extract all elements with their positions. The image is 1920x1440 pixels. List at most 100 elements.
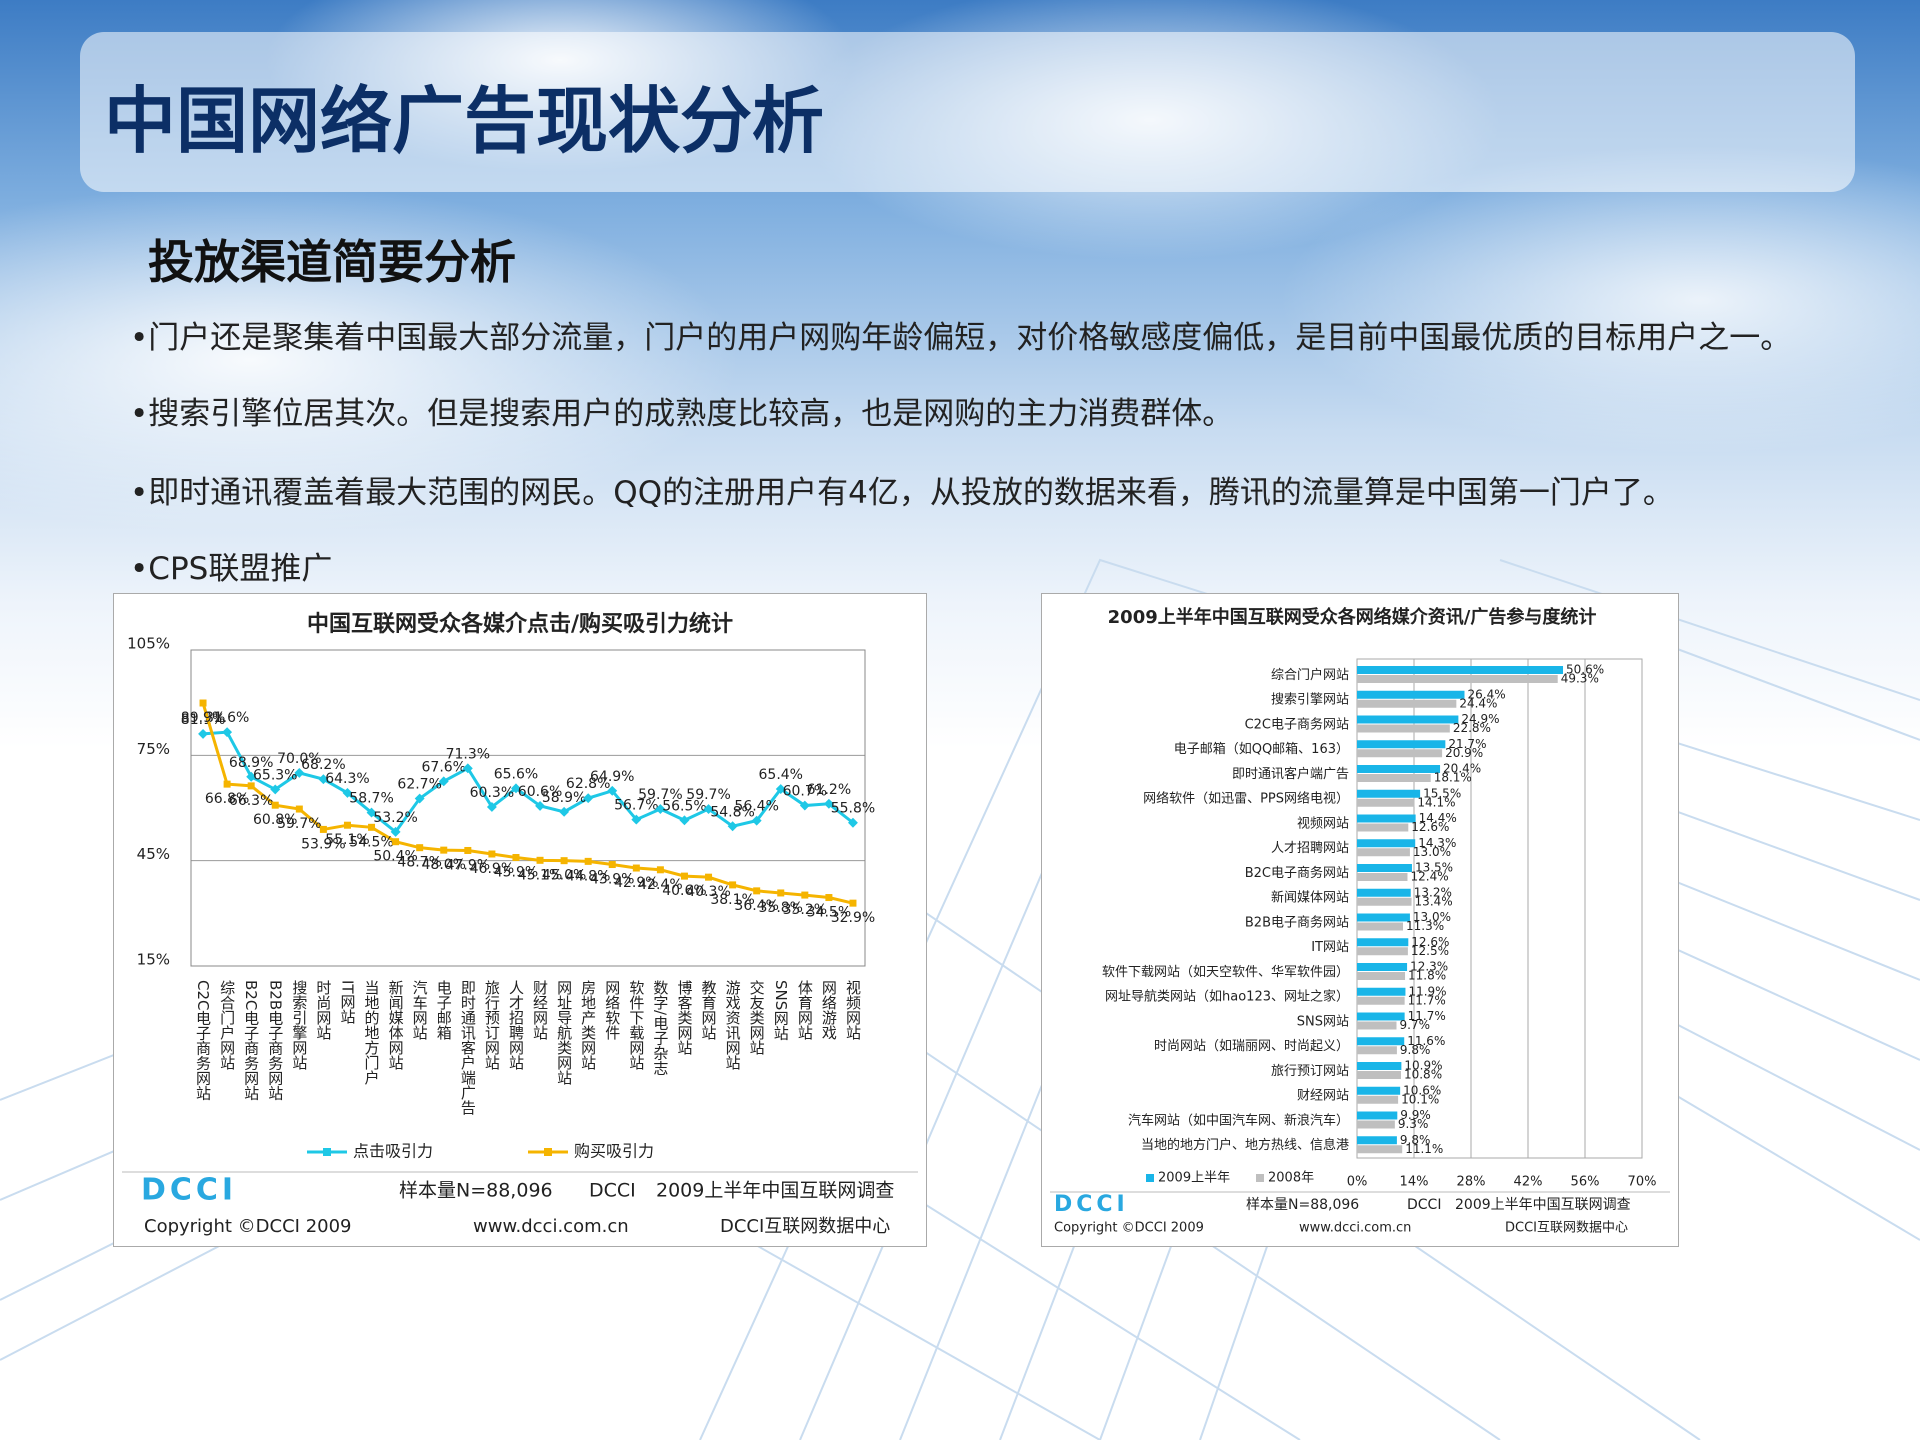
- value-label: 54.8%: [710, 804, 754, 820]
- point: [656, 866, 664, 874]
- bar: [1357, 699, 1457, 708]
- value-label: 60.6%: [518, 784, 562, 800]
- value-label: 24.4%: [1459, 696, 1497, 710]
- value-label: 65.3%: [253, 767, 297, 783]
- value-label: 36.4%: [734, 898, 778, 914]
- value-label: 32.9%: [831, 910, 875, 926]
- point: [631, 814, 642, 825]
- legend-marker: [323, 1148, 331, 1156]
- series-line: [201, 702, 854, 905]
- bar: [1357, 690, 1465, 699]
- value-label: 12.6%: [1411, 935, 1449, 949]
- value-label: 14.3%: [1418, 836, 1456, 850]
- bar: [1357, 972, 1406, 980]
- y-tick-label: 旅行预订网站: [1271, 1064, 1349, 1079]
- title-bar: [80, 32, 1855, 192]
- value-label: 48.0%: [422, 857, 466, 873]
- value-label: 12.6%: [1411, 820, 1449, 834]
- bar: [1357, 1095, 1399, 1104]
- bar: [1357, 740, 1446, 749]
- legend-label: 购买吸引力: [574, 1142, 654, 1161]
- value-label: 9.9%: [1400, 1108, 1431, 1122]
- y-tick-label: 75%: [137, 740, 170, 758]
- bar: [1357, 913, 1410, 922]
- value-label: 62.8%: [566, 776, 610, 792]
- chart-panel: 中国互联网受众各媒介点击/购买吸引力统计 15% 45% 75% 105% C2C电子商务…: [113, 593, 927, 1247]
- bar: [1357, 888, 1411, 897]
- point: [848, 817, 858, 828]
- y-tick-label: B2B电子商务网站: [1245, 914, 1349, 930]
- bar: [1357, 1111, 1398, 1120]
- legend-marker: [544, 1148, 552, 1156]
- value-label: 45.9%: [494, 865, 538, 881]
- bar: [1357, 823, 1409, 832]
- y-tick-label: 105%: [127, 635, 170, 653]
- value-label: 70.0%: [277, 751, 321, 767]
- y-tick-label: 财经网站: [1297, 1089, 1349, 1104]
- point: [632, 864, 640, 872]
- value-label: 42.4%: [638, 877, 682, 893]
- chart: 中国互联网受众各媒介点击/购买吸引力统计 15% 45% 75% 105% C2C电子商务…: [122, 611, 918, 1237]
- point: [705, 873, 713, 881]
- y-tick-label: 即时通讯客户端广告: [1232, 766, 1349, 782]
- value-label: 55.1%: [325, 832, 369, 848]
- value-label: 56.5%: [662, 798, 706, 814]
- source-org: DCCI: [1407, 1197, 1441, 1213]
- sample-size: 样本量N=88,096: [399, 1180, 553, 1202]
- x-tick-label: 14%: [1400, 1175, 1429, 1190]
- x-tick-label: 0%: [1347, 1175, 1368, 1190]
- point: [655, 804, 666, 815]
- point: [511, 783, 521, 794]
- point: [294, 767, 305, 778]
- bar: [1357, 1021, 1397, 1030]
- point: [849, 899, 857, 907]
- value-label: 81.1%: [181, 712, 225, 728]
- point: [608, 861, 616, 869]
- x-tick-label: 游戏资讯网站: [724, 980, 742, 1070]
- value-label: 20.4%: [1443, 762, 1481, 776]
- value-label: 50.4%: [373, 849, 417, 865]
- value-label: 56.7%: [614, 798, 658, 814]
- point: [799, 800, 810, 811]
- value-label: 59.7%: [277, 816, 321, 832]
- point: [729, 881, 737, 889]
- x-tick-label: 视频网站: [844, 980, 862, 1040]
- point: [438, 776, 449, 787]
- sample-size: 样本量N=88,096: [1246, 1197, 1359, 1213]
- value-label: 54.5%: [349, 834, 393, 850]
- bar: [1357, 749, 1443, 758]
- x-tick-label: 体育网站: [796, 980, 814, 1040]
- value-label: 66.3%: [229, 793, 273, 809]
- value-label: 58.7%: [349, 791, 393, 807]
- point: [751, 815, 762, 826]
- bullet: CPS联盟推广: [130, 543, 332, 588]
- value-label: 68.9%: [229, 755, 273, 771]
- chart-title: 2009上半年中国互联网受众各网络媒介资讯/广告参与度统计: [1107, 607, 1597, 628]
- x-tick-label: IT网站: [338, 980, 356, 1024]
- x-tick-label: 42%: [1514, 1175, 1543, 1190]
- value-label: 15.5%: [1423, 786, 1461, 800]
- bar: [1357, 1062, 1402, 1070]
- value-label: 65.6%: [494, 766, 538, 782]
- x-tick-label: 70%: [1628, 1175, 1657, 1190]
- x-tick-label: 当地的地方门户: [363, 980, 381, 1085]
- value-label: 12.5%: [1411, 944, 1449, 958]
- x-tick-label: B2B电子商务网站: [266, 980, 284, 1100]
- data-center: DCCI互联网数据中心: [720, 1216, 890, 1237]
- value-label: 42.9%: [614, 875, 658, 891]
- point: [679, 815, 690, 826]
- section-title: 投放渠道简要分析: [148, 235, 516, 289]
- bar: [1357, 947, 1408, 956]
- y-tick-label: C2C电子商务网站: [1245, 716, 1349, 732]
- y-tick-label: 搜索引擎网站: [1271, 693, 1349, 708]
- value-label: 60.8%: [253, 812, 297, 828]
- x-tick-label: 综合门户网站: [218, 980, 236, 1070]
- bar: [1357, 938, 1409, 947]
- x-tick-label: 电子邮箱: [435, 980, 453, 1040]
- x-tick-label: 网络游戏: [820, 980, 838, 1041]
- bar: [1357, 666, 1564, 674]
- value-label: 10.8%: [1404, 1068, 1442, 1082]
- bar: [1357, 675, 1558, 683]
- value-label: 14.4%: [1419, 811, 1457, 825]
